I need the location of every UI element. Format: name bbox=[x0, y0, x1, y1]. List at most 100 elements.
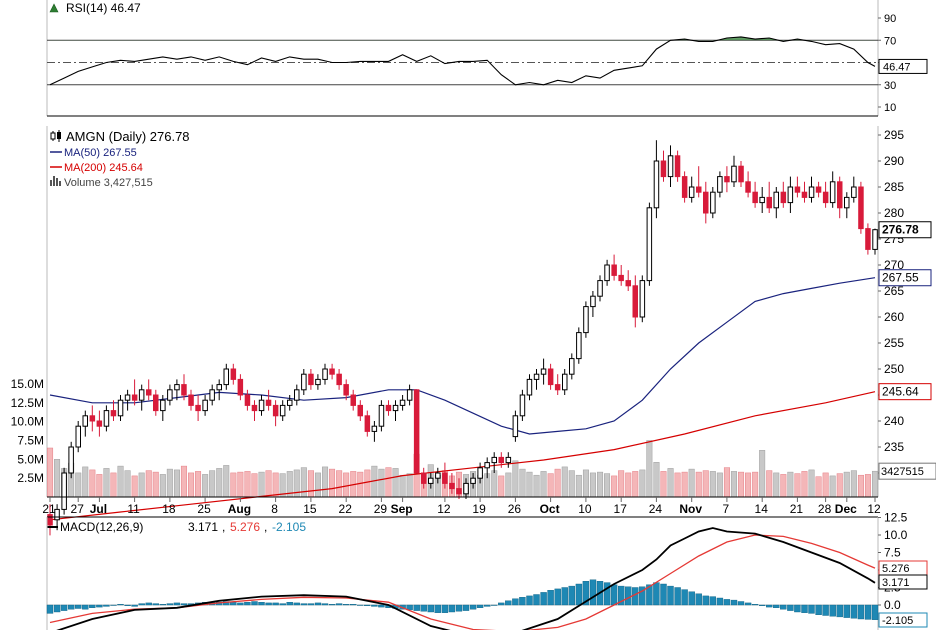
candle bbox=[865, 223, 871, 255]
candle-body bbox=[153, 394, 159, 412]
volume-bar bbox=[230, 472, 237, 498]
macd-histogram-bar bbox=[533, 594, 540, 606]
candle-body bbox=[308, 373, 314, 386]
volume-bar bbox=[216, 468, 223, 498]
date-tick-label: 12 bbox=[867, 502, 881, 516]
macd-badge-label: 3.171 bbox=[882, 577, 910, 589]
candle-body bbox=[413, 389, 420, 474]
ma200-legend-label: MA(200) 245.64 bbox=[64, 162, 143, 174]
candle bbox=[808, 176, 815, 203]
macd-histogram-bar bbox=[364, 604, 371, 606]
macd-histogram-bar bbox=[794, 604, 801, 613]
volume-bar bbox=[597, 471, 604, 498]
candle bbox=[265, 389, 272, 411]
volume-bar bbox=[716, 472, 723, 498]
macd-histogram-bar bbox=[434, 604, 441, 613]
candle-body bbox=[399, 399, 406, 406]
macd-histogram-bar bbox=[180, 603, 188, 606]
date-tick-label: 27 bbox=[71, 502, 85, 516]
volume-bar bbox=[872, 470, 879, 498]
macd-histogram-bar bbox=[801, 604, 808, 613]
candle-body bbox=[287, 399, 293, 406]
rsi-line bbox=[49, 36, 876, 86]
candle-body bbox=[639, 280, 646, 318]
volume-bar bbox=[223, 465, 230, 498]
macd-histogram-bar bbox=[476, 604, 484, 608]
macd-histogram-bar bbox=[618, 585, 625, 606]
candle-body bbox=[745, 181, 751, 193]
volume-bar bbox=[357, 471, 364, 498]
candle bbox=[82, 410, 88, 437]
macd-histogram-bar bbox=[427, 604, 434, 613]
candle bbox=[526, 374, 533, 401]
volume-bar bbox=[702, 470, 709, 498]
candle-body bbox=[435, 472, 441, 479]
macd-histogram-bar bbox=[850, 604, 858, 619]
volume-bar bbox=[589, 472, 596, 498]
candle bbox=[195, 395, 201, 421]
volume-bar bbox=[674, 472, 681, 498]
candle-body bbox=[301, 373, 307, 391]
candle-body bbox=[801, 191, 808, 198]
macd-histogram-bar bbox=[716, 597, 724, 606]
candle bbox=[597, 275, 603, 302]
candle-body bbox=[315, 378, 321, 386]
candle-body bbox=[343, 384, 349, 396]
candle bbox=[174, 379, 180, 401]
volume-bar bbox=[730, 471, 737, 498]
macd-histogram-bar bbox=[138, 603, 145, 606]
candle bbox=[738, 161, 744, 187]
candle-body bbox=[258, 399, 265, 412]
macd-histogram-bar bbox=[244, 602, 251, 606]
candle bbox=[710, 187, 716, 219]
candle bbox=[858, 181, 864, 234]
macd-histogram-bar bbox=[314, 602, 322, 606]
candle-body bbox=[780, 191, 787, 204]
candle-body bbox=[216, 384, 222, 391]
date-tick-label: 15 bbox=[303, 502, 317, 516]
volume-bar bbox=[180, 465, 187, 498]
candle bbox=[336, 369, 342, 390]
price-tick-label: 285 bbox=[884, 180, 904, 194]
candle bbox=[540, 358, 547, 385]
macd-histogram-bar bbox=[230, 602, 237, 606]
macd-histogram-bar bbox=[505, 600, 512, 606]
candle-body bbox=[865, 228, 871, 250]
candle-body bbox=[364, 415, 371, 432]
volume-bar bbox=[272, 472, 279, 498]
candle-body bbox=[61, 472, 67, 510]
volume-bar bbox=[89, 469, 96, 498]
volume-bar bbox=[857, 474, 864, 498]
candle-body bbox=[611, 264, 617, 276]
volume-bar bbox=[399, 474, 406, 498]
volume-bar bbox=[159, 474, 166, 498]
macd-histogram-bar bbox=[857, 604, 865, 620]
candle bbox=[301, 369, 307, 395]
candle bbox=[223, 363, 229, 390]
price-badge-label: 245.64 bbox=[882, 385, 919, 399]
volume-bar bbox=[681, 471, 688, 498]
macd-histogram-bar bbox=[350, 604, 357, 606]
macd-histogram-bar bbox=[498, 602, 505, 606]
volume-bar bbox=[209, 470, 216, 498]
candle-body bbox=[68, 446, 74, 474]
macd-histogram-bar bbox=[751, 604, 759, 606]
candle-body bbox=[131, 394, 138, 401]
candle bbox=[110, 400, 117, 421]
candle-body bbox=[625, 280, 631, 287]
candle bbox=[717, 171, 723, 198]
candle bbox=[188, 389, 194, 411]
macd-histogram-bar bbox=[547, 590, 554, 606]
macd-histogram-bar bbox=[723, 599, 731, 606]
volume-bar bbox=[251, 473, 258, 498]
date-tick-label: 7 bbox=[723, 502, 730, 516]
candle bbox=[237, 374, 244, 401]
candle-body bbox=[350, 394, 356, 406]
candle bbox=[794, 176, 801, 198]
volume-bar bbox=[519, 468, 526, 498]
candle-body bbox=[47, 514, 53, 526]
macd-histogram-bar bbox=[223, 601, 230, 606]
candle-body bbox=[766, 196, 772, 209]
candle-body bbox=[477, 467, 483, 479]
candle-body bbox=[357, 404, 363, 417]
